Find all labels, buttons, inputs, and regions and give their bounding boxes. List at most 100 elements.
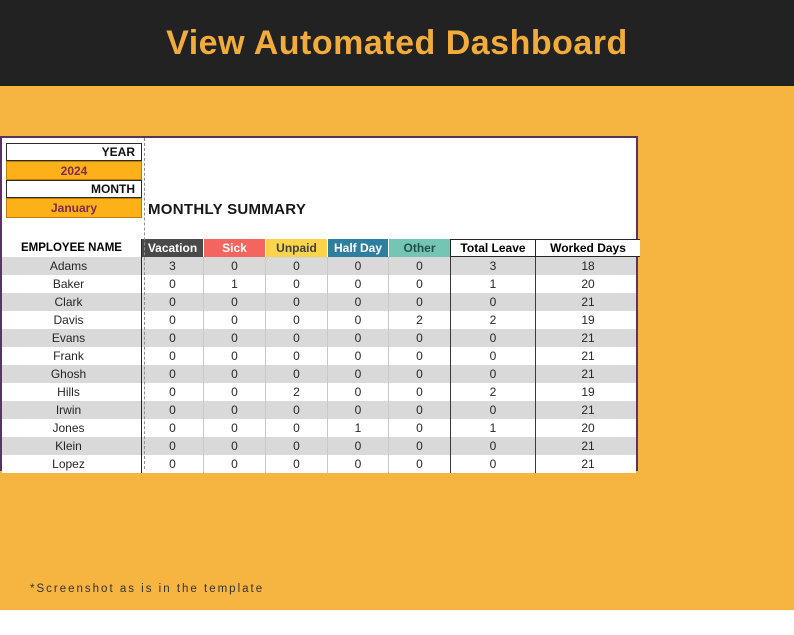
value-cell[interactable]: 0 [451,293,536,311]
value-cell[interactable]: 0 [266,419,328,437]
value-cell[interactable]: 0 [204,455,266,473]
value-cell[interactable]: 0 [266,347,328,365]
value-cell[interactable]: 19 [581,385,595,399]
value-cell[interactable]: 0 [389,275,451,293]
value-cell[interactable]: 0 [266,329,328,347]
employee-name-cell[interactable]: Irwin [2,401,142,419]
employee-name-cell[interactable]: Ghosh [2,365,142,383]
value-cell[interactable]: 0 [266,437,328,455]
value-cell[interactable]: 0 [142,401,204,419]
value-cell[interactable]: 0 [204,347,266,365]
value-cell[interactable]: 0 [142,419,204,437]
value-cell[interactable]: 21 [581,367,595,381]
value-cell[interactable]: 0 [204,437,266,455]
value-cell[interactable]: 0 [328,383,389,401]
value-cell[interactable]: 0 [142,365,204,383]
value-cell[interactable]: 20 [581,277,595,291]
value-cell[interactable]: 21 [581,403,595,417]
value-cell[interactable]: 0 [328,401,389,419]
value-cell[interactable]: 0 [204,401,266,419]
value-cell[interactable]: 19 [581,313,595,327]
value-cell[interactable]: 0 [328,455,389,473]
value-cell[interactable]: 0 [142,329,204,347]
value-cell[interactable]: 0 [328,329,389,347]
value-cell[interactable]: 0 [451,401,536,419]
value-cell[interactable]: 2 [451,311,536,329]
value-cell[interactable]: 0 [204,329,266,347]
value-cell[interactable]: 0 [266,365,328,383]
value-cell[interactable]: 0 [451,455,536,473]
value-cell[interactable]: 0 [389,257,451,275]
value-cell[interactable]: 0 [204,257,266,275]
value-cell[interactable]: 0 [328,347,389,365]
value-cell[interactable]: 0 [389,419,451,437]
value-cell[interactable]: 0 [142,293,204,311]
value-cell[interactable]: 0 [204,311,266,329]
employee-name-cell[interactable]: Adams [2,257,142,275]
value-cell[interactable]: 3 [451,257,536,275]
value-cell[interactable]: 0 [266,455,328,473]
employee-name-cell[interactable]: Jones [2,419,142,437]
value-cell[interactable]: 1 [451,419,536,437]
employee-name-cell[interactable]: Klein [2,437,142,455]
value-cell[interactable]: 0 [328,293,389,311]
value-cell[interactable]: 0 [389,329,451,347]
value-cell[interactable]: 21 [581,331,595,345]
value-cell[interactable]: 0 [328,275,389,293]
value-cell[interactable]: 0 [389,365,451,383]
value-cell[interactable]: 3 [142,257,204,275]
value-cell[interactable]: 21 [581,457,595,471]
value-cell[interactable]: 0 [266,257,328,275]
employee-name-cell[interactable]: Hills [2,383,142,401]
employee-name-cell[interactable]: Lopez [2,455,142,473]
year-value-cell[interactable]: 2024 [6,161,142,180]
value-cell[interactable]: 0 [451,437,536,455]
value-cell[interactable]: 21 [581,295,595,309]
value-cell[interactable]: 0 [204,419,266,437]
value-cell[interactable]: 0 [389,383,451,401]
table-row: Ghosh 0 0 0 0 0 0 21 [2,365,636,383]
value-cell[interactable]: 0 [266,311,328,329]
value-cell[interactable]: 0 [142,383,204,401]
value-cell[interactable]: 0 [266,275,328,293]
employee-name-cell[interactable]: Clark [2,293,142,311]
value-cell[interactable]: 0 [142,437,204,455]
footnote: *Screenshot as is in the template [30,583,265,595]
employee-name-cell[interactable]: Evans [2,329,142,347]
value-cell[interactable]: 0 [389,437,451,455]
value-cell[interactable]: 21 [581,439,595,453]
value-cell[interactable]: 0 [142,455,204,473]
value-cell[interactable]: 0 [389,347,451,365]
value-cell[interactable]: 20 [581,421,595,435]
employee-name-cell[interactable]: Baker [2,275,142,293]
value-cell[interactable]: 0 [142,275,204,293]
value-cell[interactable]: 0 [328,437,389,455]
value-cell[interactable]: 0 [204,365,266,383]
value-cell[interactable]: 2 [451,383,536,401]
value-cell[interactable]: 0 [451,365,536,383]
value-cell[interactable]: 2 [389,311,451,329]
value-cell[interactable]: 0 [266,401,328,419]
employee-name-cell[interactable]: Davis [2,311,142,329]
value-cell[interactable]: 0 [328,311,389,329]
value-cell[interactable]: 1 [328,419,389,437]
value-cell[interactable]: 0 [142,311,204,329]
value-cell[interactable]: 0 [451,347,536,365]
value-cell[interactable]: 0 [389,293,451,311]
value-cell[interactable]: 0 [389,401,451,419]
value-cell[interactable]: 18 [581,259,595,273]
value-cell[interactable]: 0 [451,329,536,347]
value-cell[interactable]: 1 [204,275,266,293]
value-cell[interactable]: 0 [328,365,389,383]
value-cell[interactable]: 1 [451,275,536,293]
value-cell[interactable]: 0 [204,293,266,311]
value-cell[interactable]: 0 [204,383,266,401]
value-cell[interactable]: 0 [389,455,451,473]
employee-name-cell[interactable]: Frank [2,347,142,365]
value-cell[interactable]: 21 [581,349,595,363]
value-cell[interactable]: 2 [266,383,328,401]
month-value-cell[interactable]: January [6,198,142,218]
value-cell[interactable]: 0 [266,293,328,311]
value-cell[interactable]: 0 [142,347,204,365]
value-cell[interactable]: 0 [328,257,389,275]
